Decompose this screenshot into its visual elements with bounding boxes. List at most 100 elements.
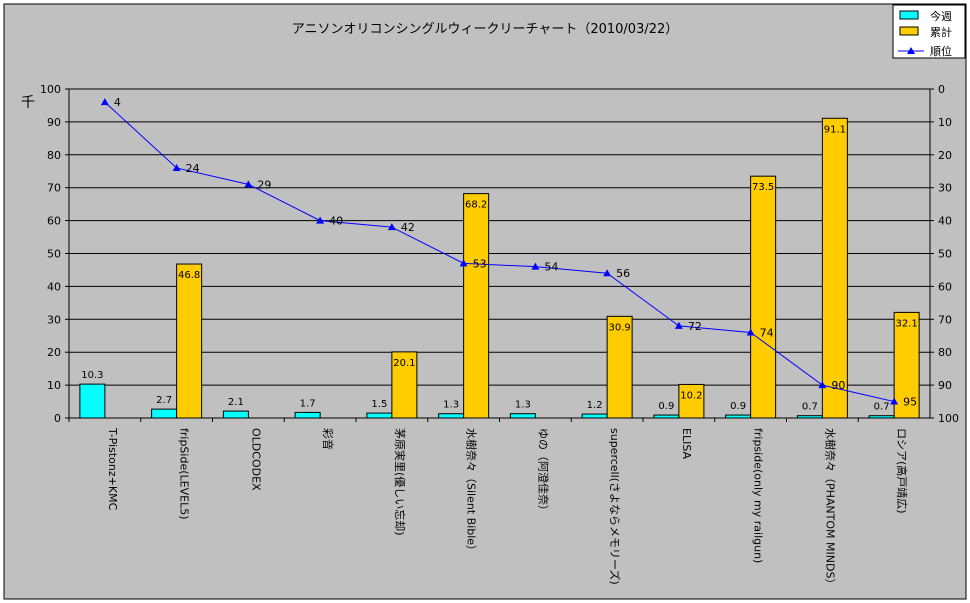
y-tick-label-left: 30 xyxy=(47,313,61,326)
rank-marker xyxy=(674,321,683,329)
legend-swatch xyxy=(899,26,919,36)
x-tick-label: ELISA xyxy=(680,428,693,460)
y-tick-label-left: 40 xyxy=(47,280,61,293)
bar-weekly xyxy=(151,408,178,419)
y-tick-label-right: 90 xyxy=(938,379,952,392)
legend-label: 順位 xyxy=(930,44,952,58)
chart-title: アニソンオリコンシングルウィークリーチャート（2010/03/22） xyxy=(292,22,679,37)
legend-label: 累計 xyxy=(930,25,952,39)
bar-weekly xyxy=(868,415,895,419)
rank-label: 4 xyxy=(114,96,121,109)
y-tick-label-left: 20 xyxy=(47,346,61,359)
rank-label: 40 xyxy=(329,215,343,228)
bar-cumulative xyxy=(750,175,777,419)
rank-marker xyxy=(890,397,899,405)
rank-label: 72 xyxy=(688,320,702,333)
bar-label-cumulative: 20.1 xyxy=(393,358,415,369)
rank-marker xyxy=(746,328,755,336)
bar-weekly xyxy=(796,415,823,419)
bar-weekly xyxy=(222,410,249,419)
y-tick-label-left: 50 xyxy=(47,248,61,261)
y-tick-label-left: 60 xyxy=(47,215,61,228)
rank-line xyxy=(104,101,895,403)
bar-weekly xyxy=(581,413,608,419)
bar-label-cumulative: 73.5 xyxy=(752,182,774,193)
rank-label: 29 xyxy=(257,178,271,191)
x-tick-label: 水樹奈々（PHANTOM MINDS） xyxy=(823,428,837,589)
bar-label-weekly: 1.3 xyxy=(443,400,459,411)
bar-label-weekly: 1.5 xyxy=(371,399,387,410)
bar-cumulative xyxy=(463,193,490,419)
rank-label: 53 xyxy=(473,257,487,270)
rank-marker xyxy=(531,262,540,270)
rank-marker xyxy=(316,216,325,224)
bar-cumulative xyxy=(391,351,418,419)
y-tick-label-right: 20 xyxy=(938,149,952,162)
y-tick-label-left: 70 xyxy=(47,182,61,195)
x-tick-label: supercell(さよならメモリーズ) xyxy=(608,428,622,585)
legend-label: 今週 xyxy=(930,9,952,23)
y-tick-label-left: 90 xyxy=(47,116,61,129)
y-tick-label-right: 30 xyxy=(938,182,952,195)
bar-label-weekly: 2.7 xyxy=(156,395,172,406)
bar-label-cumulative: 91.1 xyxy=(824,124,846,135)
plot-area: 0 10 20 30 40 50 60 70 80 90 100 0 10 20 30 40 50 60 70 80 9… xyxy=(40,83,959,589)
bar-label-weekly: 0.9 xyxy=(658,401,674,412)
x-tick-label: 彩音 xyxy=(321,428,335,450)
x-tick-label: T-Pistonz+KMC xyxy=(106,427,119,511)
bar-label-weekly: 0.9 xyxy=(730,401,746,412)
legend-marker-triangle-icon xyxy=(907,47,915,54)
bar-label-cumulative: 68.2 xyxy=(465,200,487,211)
rank-label: 54 xyxy=(544,261,558,274)
rank-label: 56 xyxy=(616,267,630,280)
bar-label-weekly: 2.1 xyxy=(228,397,244,408)
bar-label-weekly: 0.7 xyxy=(874,402,890,413)
bar-label-weekly: 10.3 xyxy=(81,370,103,381)
y-tick-label-right: 80 xyxy=(938,346,952,359)
rank-label: 74 xyxy=(760,326,774,339)
rank-label: 24 xyxy=(186,162,200,175)
rank-marker xyxy=(818,381,827,389)
x-tick-label: OLDCODEX xyxy=(249,428,262,491)
rank-label: 42 xyxy=(401,221,415,234)
y-tick-label-left: 80 xyxy=(47,149,61,162)
rank-marker xyxy=(603,269,612,277)
bar-label-cumulative: 10.2 xyxy=(680,390,702,401)
bar-label-weekly: 0.7 xyxy=(802,402,818,413)
rank-marker xyxy=(459,259,468,267)
bar-weekly xyxy=(294,411,321,419)
bar-weekly xyxy=(366,412,393,419)
bar-weekly xyxy=(79,383,106,419)
bar-label-cumulative: 30.9 xyxy=(608,322,630,333)
bar-weekly xyxy=(509,413,536,419)
y-tick-label-right: 70 xyxy=(938,313,952,326)
rank-marker xyxy=(387,223,396,231)
x-tick-label: fripside(only my railgun) xyxy=(752,428,765,563)
rank-marker xyxy=(244,180,253,188)
x-tick-label: 水樹奈々（Silent Bible） xyxy=(465,428,479,556)
bar-cumulative xyxy=(606,315,633,419)
rank-marker xyxy=(172,163,181,171)
bar-label-cumulative: 46.8 xyxy=(178,270,200,281)
bar-cumulative xyxy=(893,311,920,419)
y-tick-label-right: 10 xyxy=(938,116,952,129)
x-tick-label: ロシア(高戸靖広) xyxy=(895,428,909,514)
x-tick-label: fripSide(LEVEL5) xyxy=(178,428,191,520)
rank-marker xyxy=(100,98,109,106)
bar-weekly xyxy=(725,414,752,419)
y-tick-label-right: 60 xyxy=(938,280,952,293)
y-tick-label-right: 40 xyxy=(938,215,952,228)
y-axis-label: 千 xyxy=(21,95,35,111)
y-tick-label-right: 50 xyxy=(938,248,952,261)
bar-label-cumulative: 32.1 xyxy=(895,318,917,329)
legend-swatch xyxy=(899,10,919,20)
y-tick-label-right: 0 xyxy=(938,83,945,96)
bar-cumulative xyxy=(821,117,848,419)
bar-label-weekly: 1.3 xyxy=(515,400,531,411)
x-tick-label: 茅原実里(優しい忘却) xyxy=(393,428,407,536)
y-tick-label-right: 100 xyxy=(938,412,959,425)
bar-weekly xyxy=(653,414,680,419)
bar-weekly xyxy=(438,413,465,419)
y-tick-label-left: 10 xyxy=(47,379,61,392)
